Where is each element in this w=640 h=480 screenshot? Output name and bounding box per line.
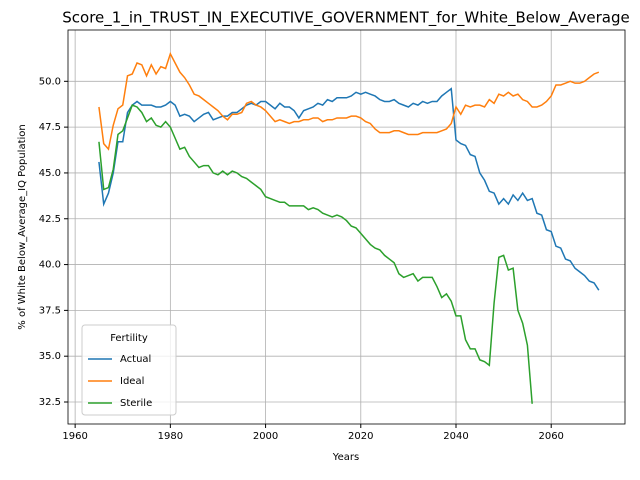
legend: Fertility Actual Ideal Sterile bbox=[81, 324, 177, 416]
y-tick-label: 50.0 bbox=[39, 76, 61, 87]
y-tick-label: 42.5 bbox=[39, 214, 61, 225]
x-tick-label: 2000 bbox=[253, 431, 278, 442]
legend-label: Ideal bbox=[120, 376, 144, 387]
x-axis-label: Years bbox=[332, 452, 359, 463]
x-tick-label: 2040 bbox=[443, 431, 468, 442]
y-tick-label: 45.0 bbox=[39, 168, 61, 179]
y-tick-label: 40.0 bbox=[39, 260, 61, 271]
legend-title: Fertility bbox=[110, 333, 148, 344]
legend-label: Actual bbox=[120, 354, 151, 365]
legend-label: Sterile bbox=[120, 398, 152, 409]
series-line bbox=[98, 51, 600, 151]
chart-title: Score_1_in_TRUST_IN_EXECUTIVE_GOVERNMENT… bbox=[62, 9, 629, 28]
y-axis-label: % of White Below_Average_IQ Population bbox=[17, 124, 28, 329]
y-tick-label: 47.5 bbox=[39, 122, 61, 133]
x-tick-label: 2020 bbox=[348, 431, 373, 442]
x-tick-label: 1960 bbox=[62, 431, 87, 442]
y-tick-label: 32.5 bbox=[39, 397, 61, 408]
x-tick-label: 1980 bbox=[158, 431, 183, 442]
plot-frame bbox=[67, 29, 626, 425]
y-tick-label: 35.0 bbox=[39, 351, 61, 362]
legend-box bbox=[81, 324, 177, 416]
x-tick-label: 2060 bbox=[538, 431, 563, 442]
series-line bbox=[98, 104, 533, 404]
y-tick-label: 37.5 bbox=[39, 305, 61, 316]
series-line bbox=[98, 87, 600, 291]
